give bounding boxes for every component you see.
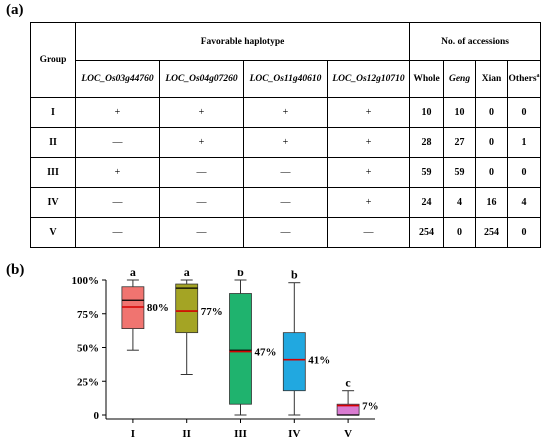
mean-label: 41%	[308, 355, 330, 367]
geng-header: Geng	[443, 60, 477, 98]
gene-header: LOC_Os11g40610	[243, 60, 328, 98]
whole-cell: 10	[409, 97, 445, 128]
gene-header: LOC_Os04g07260	[159, 60, 244, 98]
accessions-header: No. of accessions	[409, 22, 542, 61]
geng-cell: 0	[443, 217, 477, 248]
hap-cell: —	[75, 187, 160, 218]
box-plot-chart: 0 25% 50% 75% 100% 80% a I 77% a II 47% b III 41% b IV 7%…	[72, 270, 379, 440]
category-label: V	[344, 428, 352, 440]
y-tick-label: 25%	[77, 376, 99, 388]
panel-a-label: (a)	[6, 2, 24, 18]
geng-cell: 4	[443, 187, 477, 218]
whole-cell: 24	[409, 187, 445, 218]
others-cell: 1	[507, 127, 542, 158]
table-row: I + + + + 10 10 0 0	[30, 97, 542, 128]
table-row: V — — — — 254 0 254 0	[30, 217, 542, 248]
hap-cell: +	[75, 97, 160, 128]
category-label: IV	[288, 428, 300, 440]
others-cell: 0	[507, 97, 542, 128]
group-header: Group	[30, 22, 76, 98]
hap-cell: +	[243, 97, 328, 128]
significance-letter: a	[130, 270, 136, 279]
others-cell: 0	[507, 157, 542, 188]
xian-cell: 0	[475, 157, 509, 188]
whole-cell: 28	[409, 127, 445, 158]
hap-cell: —	[243, 217, 328, 248]
hap-cell: +	[326, 97, 411, 128]
group-cell: V	[30, 217, 76, 248]
group-cell: I	[30, 97, 76, 128]
box-III	[229, 293, 252, 405]
category-label: III	[234, 428, 247, 440]
significance-letter: a	[184, 270, 190, 279]
group-cell: III	[30, 157, 76, 188]
category-label: I	[131, 428, 135, 440]
xian-cell: 0	[475, 127, 509, 158]
hap-cell: +	[159, 97, 244, 128]
y-tick-label: 75%	[77, 309, 99, 321]
others-header: Othersa	[507, 60, 542, 98]
significance-letter: b	[237, 270, 244, 279]
hap-cell: —	[75, 127, 160, 158]
hap-cell: —	[159, 187, 244, 218]
hap-cell: —	[159, 217, 244, 248]
y-tick-label: 0	[94, 410, 100, 422]
hap-cell: +	[326, 187, 411, 218]
y-tick-label: 100%	[72, 275, 100, 287]
hap-cell: +	[326, 157, 411, 188]
y-tick-label: 50%	[77, 343, 99, 355]
hap-cell: —	[243, 187, 328, 218]
haplotype-table: Group Favorable haplotype No. of accessi…	[30, 22, 542, 248]
hap-cell: +	[75, 157, 160, 188]
xian-cell: 254	[475, 217, 509, 248]
table-row: IV — — — + 24 4 16 4	[30, 187, 542, 218]
mean-label: 80%	[147, 302, 169, 314]
hap-cell: —	[75, 217, 160, 248]
gene-header: LOC_Os03g44760	[75, 60, 160, 98]
geng-cell: 27	[443, 127, 477, 158]
others-cell: 4	[507, 187, 542, 218]
hap-cell: +	[326, 127, 411, 158]
geng-cell: 10	[443, 97, 477, 128]
table-row: III + — — + 59 59 0 0	[30, 157, 542, 188]
hap-cell: —	[243, 157, 328, 188]
whole-cell: 59	[409, 157, 445, 188]
whole-header: Whole	[409, 60, 445, 98]
xian-cell: 0	[475, 97, 509, 128]
significance-letter: c	[345, 376, 351, 390]
others-cell: 0	[507, 217, 542, 248]
hap-cell: +	[159, 127, 244, 158]
hap-cell: —	[159, 157, 244, 188]
box-II	[175, 283, 199, 334]
mean-label: 77%	[201, 306, 223, 318]
hap-cell: —	[326, 217, 411, 248]
gene-header: LOC_Os12g10710	[326, 60, 411, 98]
group-cell: IV	[30, 187, 76, 218]
geng-cell: 59	[443, 157, 477, 188]
whole-cell: 254	[409, 217, 445, 248]
group-cell: II	[30, 127, 76, 158]
significance-letter: b	[291, 270, 298, 282]
mean-label: 7%	[362, 401, 379, 413]
xian-cell: 16	[475, 187, 509, 218]
category-label: II	[182, 428, 191, 440]
panel-b-label: (b)	[6, 262, 25, 278]
hap-cell: +	[243, 127, 328, 158]
mean-label: 47%	[255, 347, 277, 359]
table-row: II — + + + 28 27 0 1	[30, 127, 542, 158]
favorable-haplotype-header: Favorable haplotype	[74, 22, 411, 61]
box-IV	[282, 332, 306, 392]
xian-header: Xian	[475, 60, 509, 98]
